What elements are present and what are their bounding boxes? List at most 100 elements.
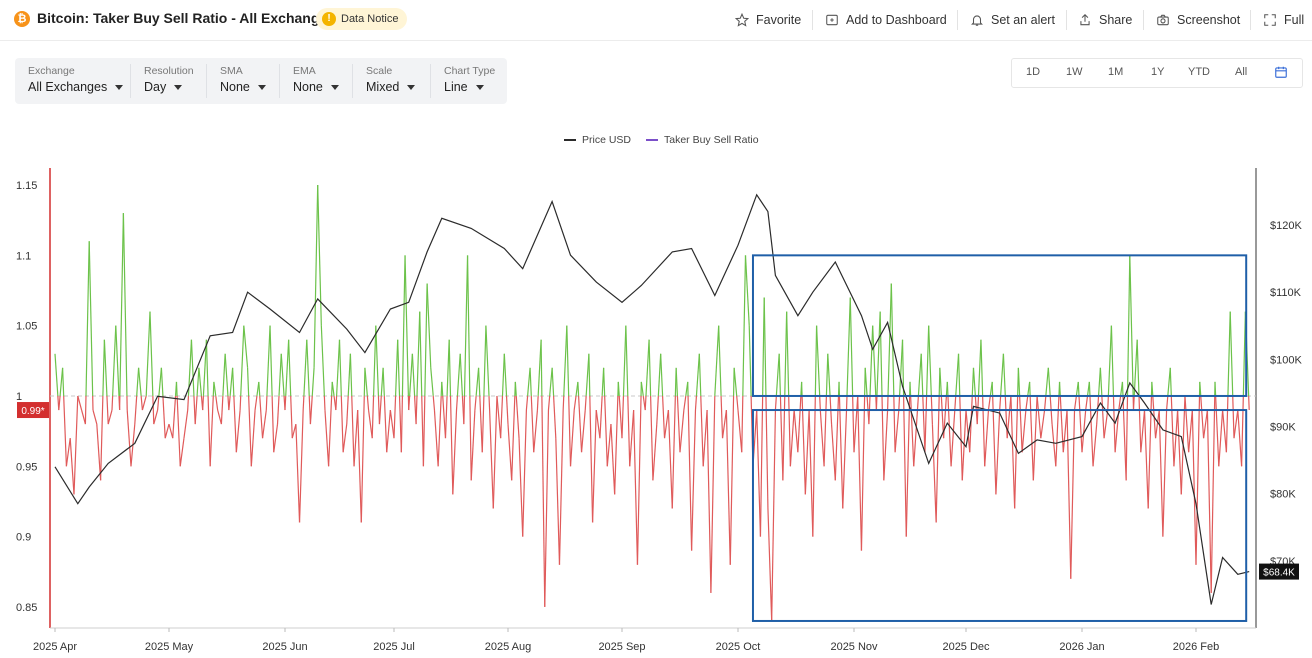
add-to-dashboard-label: Add to Dashboard (846, 13, 947, 27)
ratio-segment (62, 367, 65, 396)
ratio-segment (183, 409, 189, 439)
ratio-segment (172, 395, 177, 439)
ratio-segment (694, 395, 698, 411)
ratio-segment (660, 353, 664, 396)
ratio-segment (995, 410, 1001, 495)
ratio-segment (455, 395, 459, 411)
ratio-segment (849, 297, 854, 396)
ratio-segment (463, 395, 466, 425)
legend-swatch (564, 139, 576, 141)
ratio-segment (595, 409, 601, 439)
ratio-segment (650, 395, 654, 481)
ratio-segment (65, 438, 71, 467)
set-alert-button[interactable]: Set an alert (970, 11, 1055, 29)
ratio-segment (1138, 395, 1142, 453)
range-1d-button[interactable]: 1D (1026, 66, 1041, 78)
ratio-segment (675, 367, 679, 396)
left-axis: 1.15 1.1 1.05 1 0.95 0.9 0.85 (16, 168, 51, 628)
x-tick-label: 2025 Jun (262, 641, 307, 653)
ratio-segment (338, 339, 342, 396)
ratio-segment (1029, 395, 1034, 481)
ratio-segment (503, 353, 508, 397)
ratio-segment (1229, 311, 1234, 396)
ratio-segment (1004, 395, 1008, 439)
favorite-button[interactable]: Favorite (735, 11, 801, 29)
ratio-segment (489, 410, 494, 509)
current-price-label: $68.4K (1263, 568, 1295, 579)
ratio-segment (748, 325, 752, 396)
range-1w-button[interactable]: 1W (1066, 66, 1083, 78)
ratio-segment (63, 395, 67, 467)
ratio-segment (77, 395, 83, 411)
ratio-segment (488, 395, 491, 411)
ratio-segment (239, 395, 242, 411)
ratio-segment (1121, 381, 1124, 396)
x-tick-label: 2025 Oct (716, 641, 761, 653)
data-notice-button[interactable]: ! Data Notice (316, 8, 408, 30)
legend-item-ratio[interactable]: Taker Buy Sell Ratio (646, 134, 759, 146)
exchange-select[interactable]: Exchange All Exchanges (28, 65, 124, 94)
bitcoin-icon: ₿ (14, 11, 30, 27)
ratio-segment (610, 424, 616, 495)
ratio-segment (157, 395, 160, 411)
ratio-segment (432, 395, 436, 411)
resolution-select[interactable]: Resolution Day (144, 65, 194, 94)
share-button[interactable]: Share (1078, 11, 1132, 29)
ratio-segment (205, 339, 209, 396)
legend-item-price[interactable]: Price USD (564, 134, 631, 146)
ratio-segment (1019, 395, 1023, 453)
ratio-segment (540, 339, 543, 396)
fullscreen-button[interactable]: Full (1263, 11, 1304, 29)
sma-select[interactable]: SMA None (220, 65, 266, 94)
ratio-segment (857, 395, 863, 551)
ratio-segment (194, 395, 198, 425)
ratio-segment (243, 325, 249, 368)
ratio-segment (492, 395, 498, 509)
range-all-button[interactable]: All (1235, 66, 1248, 78)
ratio-segment (246, 367, 250, 396)
right-tick-label: $100K (1270, 354, 1302, 366)
control-label: Chart Type (444, 65, 496, 77)
legend-swatch (646, 139, 658, 141)
ratio-segment (1136, 339, 1140, 396)
ratio-segment (924, 395, 928, 453)
ratio-segment (1099, 367, 1103, 397)
ratio-segment (1078, 395, 1083, 453)
range-1m-button[interactable]: 1M (1108, 66, 1124, 78)
ratio-segment (459, 353, 463, 397)
ratio-segment (541, 395, 546, 607)
chart-type-select[interactable]: Chart Type Line (444, 65, 495, 94)
divider (206, 64, 207, 98)
ratio-segment (250, 409, 256, 467)
ratio-segment (1122, 395, 1127, 481)
ratio-segment (1112, 395, 1116, 453)
ratio-segment (470, 409, 476, 481)
range-ytd-button[interactable]: YTD (1188, 66, 1210, 78)
calendar-icon[interactable] (1274, 65, 1288, 79)
ratio-segment (529, 367, 532, 396)
ratio-segment (823, 395, 828, 467)
ratio-segment (353, 409, 359, 467)
ema-select[interactable]: EMA None (293, 65, 339, 94)
ratio-segment (875, 395, 878, 411)
ratio-segment (518, 438, 524, 537)
ratio-segment (515, 395, 520, 439)
ratio-segment (419, 311, 423, 396)
ratio-segment (1147, 395, 1153, 509)
ratio-segment (721, 409, 727, 439)
ratio-segment (625, 325, 629, 396)
range-selector: 1D 1W 1M 1Y YTD All (1011, 58, 1303, 88)
divider (957, 10, 958, 30)
ratio-segment (1225, 395, 1229, 453)
ratio-segment (340, 395, 344, 453)
add-to-dashboard-button[interactable]: Add to Dashboard (825, 11, 947, 29)
ratio-segment (1089, 395, 1094, 467)
screenshot-button[interactable]: Screenshot (1156, 11, 1240, 29)
ratio-segment (1014, 395, 1019, 509)
range-1y-button[interactable]: 1Y (1151, 66, 1165, 78)
ratio-segment (562, 395, 565, 411)
scale-select[interactable]: Scale Mixed (366, 65, 416, 94)
x-axis: 2025 Apr 2025 May 2025 Jun 2025 Jul 2025 Aug… (33, 627, 1256, 653)
ratio-segment (700, 395, 704, 467)
control-value: Mixed (366, 80, 400, 94)
